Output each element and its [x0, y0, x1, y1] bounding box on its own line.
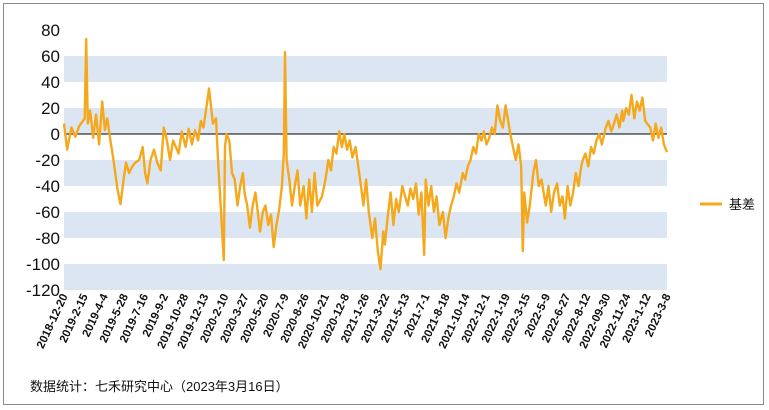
- source-note: 数据统计：七禾研究中心（2023年3月16日）: [30, 379, 289, 394]
- y-tick-label: 80: [41, 21, 60, 40]
- y-tick-label: 0: [51, 125, 60, 144]
- y-tick-label: -100: [26, 255, 60, 274]
- series-line-jicha: [62, 37, 669, 271]
- grid-band: [64, 56, 667, 82]
- x-axis-tick-labels: 2018-12-202019-2-152019-4-42019-5-282019…: [35, 292, 674, 351]
- series-layer: [62, 37, 669, 271]
- grid-band: [64, 108, 667, 134]
- y-tick-label: -20: [35, 151, 60, 170]
- grid-band: [64, 264, 667, 290]
- legend: 基差: [700, 197, 755, 212]
- grid-band: [64, 212, 667, 238]
- y-tick-label: 20: [41, 99, 60, 118]
- y-tick-label: -80: [35, 229, 60, 248]
- y-axis-tick-labels: 80 60 40 20 0 -20 -40 -60 -80 -100 -120: [26, 21, 60, 300]
- y-tick-label: 60: [41, 47, 60, 66]
- legend-label: 基差: [729, 197, 755, 212]
- y-tick-label: -120: [26, 281, 60, 300]
- grid-bands: [64, 56, 667, 290]
- y-tick-label: 40: [41, 73, 60, 92]
- y-tick-label: -40: [35, 177, 60, 196]
- y-tick-label: -60: [35, 203, 60, 222]
